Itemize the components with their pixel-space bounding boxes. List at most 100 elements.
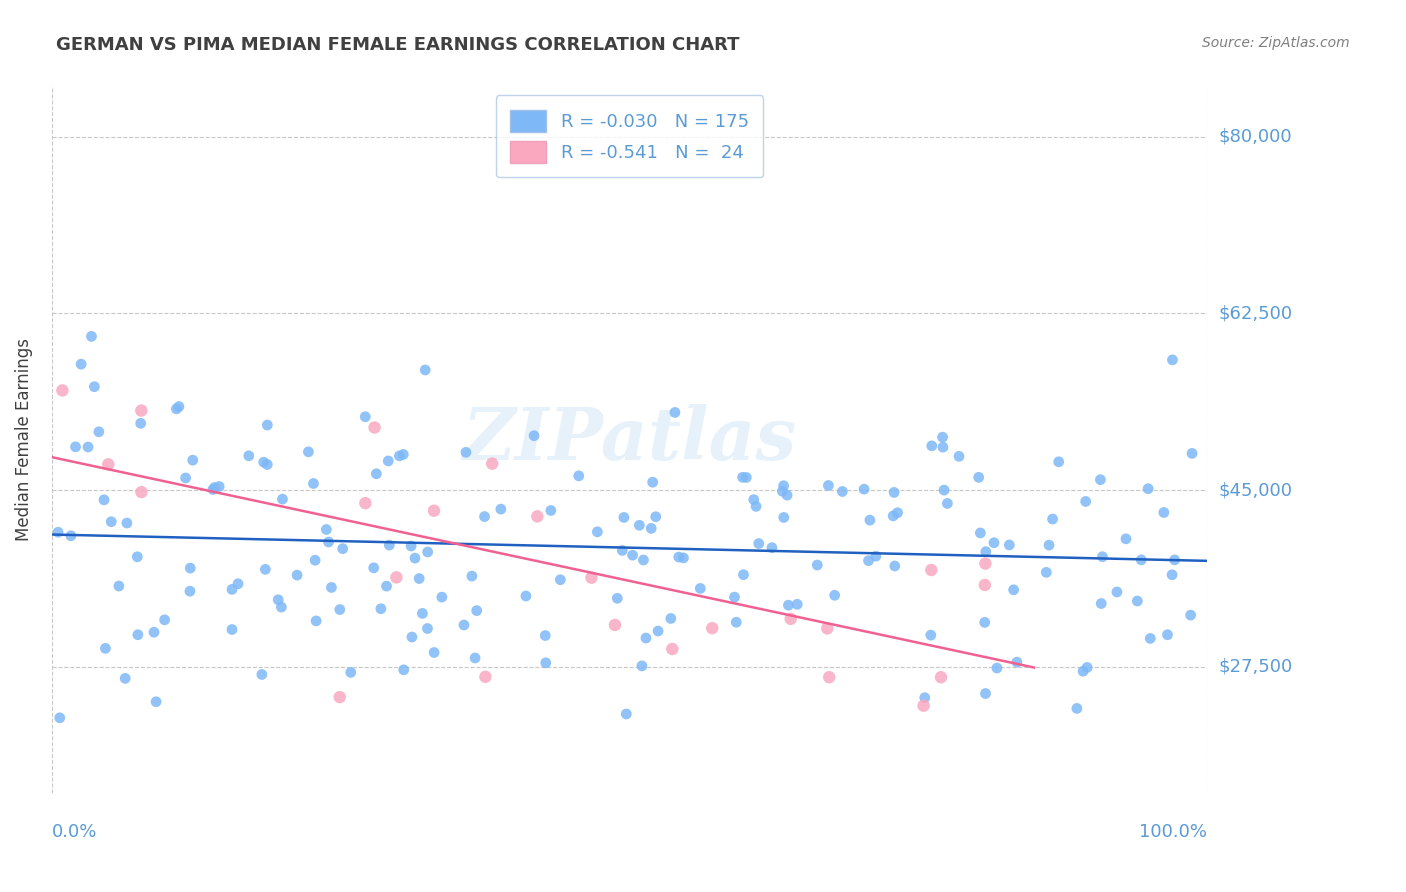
Point <box>77 440 100 454</box>
Point <box>408 572 430 586</box>
Point <box>59 529 82 543</box>
Point <box>770 484 793 499</box>
Point <box>1161 352 1184 367</box>
Point <box>1076 660 1098 674</box>
Point <box>1047 455 1070 469</box>
Point <box>634 631 657 645</box>
Point <box>929 670 952 684</box>
Point <box>914 690 936 705</box>
Point <box>831 484 853 499</box>
Point <box>526 509 548 524</box>
Point <box>998 538 1021 552</box>
Point <box>640 521 662 535</box>
Point <box>735 470 758 484</box>
Point <box>776 488 799 502</box>
Point <box>612 543 634 558</box>
Point <box>534 656 557 670</box>
Point <box>226 576 249 591</box>
Point <box>631 659 654 673</box>
Point <box>285 568 308 582</box>
Point <box>731 470 754 484</box>
Point <box>689 582 711 596</box>
Point <box>644 509 666 524</box>
Point <box>315 523 337 537</box>
Point <box>1181 446 1204 460</box>
Point <box>115 516 138 530</box>
Point <box>723 590 745 604</box>
Point <box>416 545 439 559</box>
Point <box>454 445 477 459</box>
Point <box>388 449 411 463</box>
Text: $45,000: $45,000 <box>1219 481 1292 499</box>
Text: Source: ZipAtlas.com: Source: ZipAtlas.com <box>1202 36 1350 50</box>
Point <box>489 502 512 516</box>
Point <box>131 403 153 417</box>
Point <box>70 357 93 371</box>
Point <box>614 706 637 721</box>
Point <box>404 551 426 566</box>
Point <box>208 479 231 493</box>
Text: $62,500: $62,500 <box>1219 304 1292 322</box>
Point <box>363 561 385 575</box>
Point <box>321 581 343 595</box>
Point <box>253 455 276 469</box>
Point <box>131 485 153 500</box>
Point <box>661 642 683 657</box>
Point <box>967 470 990 484</box>
Point <box>474 509 496 524</box>
Point <box>815 622 838 636</box>
Point <box>129 417 152 431</box>
Point <box>603 618 626 632</box>
Point <box>271 492 294 507</box>
Point <box>465 604 488 618</box>
Point <box>778 598 800 612</box>
Point <box>339 665 361 680</box>
Point <box>83 380 105 394</box>
Point <box>921 439 943 453</box>
Point <box>93 492 115 507</box>
Point <box>973 578 995 592</box>
Point <box>806 558 828 572</box>
Point <box>647 624 669 638</box>
Point <box>297 445 319 459</box>
Point <box>1002 582 1025 597</box>
Point <box>974 557 997 571</box>
Point <box>363 420 385 434</box>
Point <box>974 687 997 701</box>
Point <box>748 536 770 550</box>
Point <box>1035 566 1057 580</box>
Point <box>515 589 537 603</box>
Point <box>201 483 224 497</box>
Point <box>779 612 801 626</box>
Point <box>641 475 664 490</box>
Point <box>51 384 73 398</box>
Point <box>145 695 167 709</box>
Point <box>1161 567 1184 582</box>
Point <box>983 535 1005 549</box>
Point <box>920 563 942 577</box>
Point <box>366 467 388 481</box>
Point <box>817 478 839 492</box>
Point <box>385 570 408 584</box>
Point <box>1153 506 1175 520</box>
Point <box>621 548 644 562</box>
Point <box>354 496 377 510</box>
Point <box>912 698 935 713</box>
Point <box>416 622 439 636</box>
Point <box>859 513 882 527</box>
Point <box>108 579 131 593</box>
Point <box>1105 585 1128 599</box>
Point <box>94 641 117 656</box>
Point <box>46 525 69 540</box>
Point <box>613 510 636 524</box>
Point <box>540 503 562 517</box>
Point <box>413 363 436 377</box>
Point <box>1139 632 1161 646</box>
Point <box>375 579 398 593</box>
Point <box>772 510 794 524</box>
Point <box>1115 532 1137 546</box>
Point <box>411 607 433 621</box>
Point <box>668 550 690 565</box>
Legend: R = -0.030   N = 175, R = -0.541   N =  24: R = -0.030 N = 175, R = -0.541 N = 24 <box>496 95 763 178</box>
Point <box>633 553 655 567</box>
